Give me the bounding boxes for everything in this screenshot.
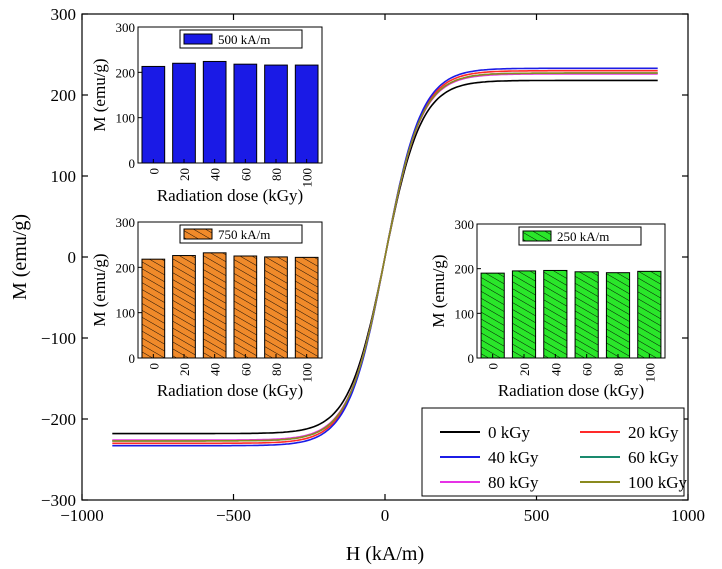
- inset-bar: [202, 60, 227, 164]
- inset-y-tick-label: 100: [455, 306, 475, 321]
- inset-x-tick-label: 0: [146, 363, 161, 370]
- inset-legend-swatch-hatch: [523, 231, 551, 241]
- inset-x-tick-label: 40: [208, 168, 223, 181]
- inset-x-tick-label: 20: [177, 363, 192, 376]
- inset-x-tick-label: 0: [146, 168, 161, 175]
- inset-y-axis-title: M (emu/g): [429, 254, 448, 327]
- inset-legend-swatch-hatch: [184, 229, 212, 239]
- inset-x-tick-label: 100: [642, 363, 657, 383]
- inset-y-axis-title: M (emu/g): [90, 253, 109, 326]
- inset-y-tick-label: 300: [116, 20, 136, 35]
- inset-y-tick-label: 0: [468, 351, 475, 366]
- inset-frame: [476, 223, 666, 359]
- inset-y-tick-label: 0: [129, 351, 136, 366]
- inset-bar-hatch: [481, 273, 505, 358]
- y-tick-label: 300: [51, 5, 77, 24]
- x-tick-label: 0: [381, 506, 390, 525]
- inset-bar-hatch: [141, 259, 165, 358]
- inset-x-tick-label: 60: [238, 168, 253, 181]
- inset-y-axis-title: M (emu/g): [90, 58, 109, 131]
- inset-x-tick-label: 100: [300, 168, 315, 188]
- inset-y-tick-label: 100: [116, 306, 136, 321]
- legend-label: 40 kGy: [488, 448, 539, 467]
- x-axis-title: H (kA/m): [346, 543, 424, 565]
- x-tick-label: −500: [216, 506, 251, 525]
- series-line-100-kgy: [112, 72, 658, 442]
- inset-x-tick-label: 40: [208, 363, 223, 376]
- inset-bar-hatch: [264, 256, 288, 358]
- inset-bar-hatch: [575, 271, 599, 358]
- inset-x-axis-title: Radiation dose (kGy): [157, 381, 303, 400]
- inset-y-tick-label: 0: [129, 156, 136, 171]
- legend-label: 0 kGy: [488, 423, 531, 442]
- inset-y-tick-label: 200: [116, 65, 136, 80]
- legend-label: 20 kGy: [628, 423, 679, 442]
- inset-frame: [137, 26, 323, 164]
- inset-bar: [141, 65, 166, 164]
- y-tick-label: −300: [41, 491, 76, 510]
- inset-y-tick-label: 300: [116, 215, 136, 230]
- inset-y-tick-label: 200: [116, 260, 136, 275]
- inset-bar: [172, 62, 196, 164]
- inset-legend-label: 250 kA/m: [557, 229, 609, 244]
- legend-label: 100 kGy: [628, 473, 688, 492]
- inset-bar-hatch: [543, 270, 567, 358]
- y-tick-label: −200: [41, 410, 76, 429]
- inset-x-tick-label: 0: [486, 363, 501, 370]
- inset-legend-swatch: [183, 33, 213, 45]
- inset-x-tick-label: 80: [269, 363, 284, 376]
- legend-box: [421, 407, 685, 497]
- inset-bar-hatch: [172, 255, 196, 358]
- inset-x-tick-label: 100: [300, 363, 315, 383]
- y-tick-label: 100: [51, 167, 77, 186]
- inset-bar-hatch: [637, 271, 661, 358]
- inset-bar: [233, 63, 258, 164]
- legend-label: 80 kGy: [488, 473, 539, 492]
- inset-x-axis-title: Radiation dose (kGy): [157, 186, 303, 205]
- inset-x-tick-label: 80: [611, 363, 626, 376]
- x-tick-label: −1000: [60, 506, 104, 525]
- inset-bar-hatch: [233, 256, 257, 358]
- y-axis-title: M (emu/g): [9, 214, 31, 300]
- x-tick-label: 1000: [671, 506, 705, 525]
- inset-legend-label: 500 kA/m: [218, 32, 270, 47]
- inset-bar: [294, 64, 319, 164]
- inset-x-tick-label: 20: [517, 363, 532, 376]
- inset-x-tick-label: 20: [177, 168, 192, 181]
- main-series-group: [112, 67, 658, 447]
- main-axes: −1000 −500 0 500 1000−300−200−1000100200300H…: [9, 5, 705, 565]
- inset-bar-hatch: [295, 257, 319, 358]
- inset-x-tick-label: 40: [548, 363, 563, 376]
- legend: 0 kGy 20 kGy 40 kGy 60 kGy 80 kGy 100 kGy: [421, 407, 688, 497]
- inset-y-tick-label: 200: [455, 262, 475, 277]
- inset-x-tick-label: 60: [238, 363, 253, 376]
- inset-bar-hatch: [203, 252, 227, 358]
- y-tick-label: 200: [51, 86, 77, 105]
- x-tick-label: 500: [524, 506, 550, 525]
- inset-x-axis-title: Radiation dose (kGy): [498, 381, 644, 400]
- inset-y-tick-label: 300: [455, 217, 475, 232]
- inset-bar-hatch: [606, 272, 630, 358]
- inset-bar-hatch: [512, 270, 536, 358]
- inset-bar: [264, 64, 288, 164]
- inset-frame: [137, 221, 323, 359]
- inset-y-tick-label: 100: [116, 111, 136, 126]
- inset-x-tick-label: 80: [269, 168, 284, 181]
- inset-x-tick-label: 60: [580, 363, 595, 376]
- y-tick-label: −100: [41, 329, 76, 348]
- inset-legend-label: 750 kA/m: [218, 227, 270, 242]
- y-tick-label: 0: [68, 248, 77, 267]
- legend-label: 60 kGy: [628, 448, 679, 467]
